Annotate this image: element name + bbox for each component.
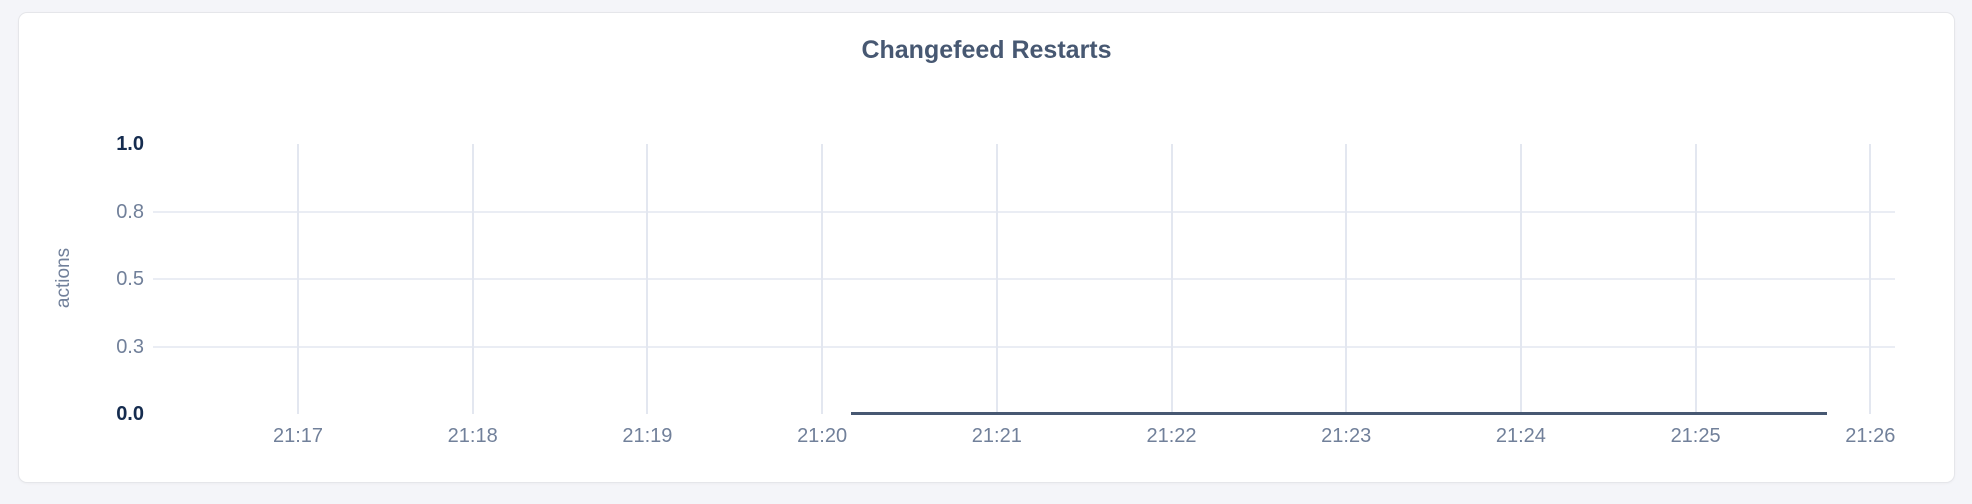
chart-card: Changefeed Restarts actions 1.0 0.8 0.5 0.3… [18,12,1955,483]
gridline-vertical [995,144,998,414]
gridline-vertical [471,144,474,414]
gridline-vertical [1694,144,1697,414]
x-tick-label: 21:25 [1670,425,1721,447]
x-tick-label: 21:26 [1845,425,1896,447]
gridline-horizontal [153,210,1895,213]
chart-plot-area[interactable]: actions 1.0 0.8 0.5 0.3 0.0 21:17 21:18 21:19 21… [19,13,1954,482]
gridline-horizontal [153,345,1895,348]
series-line [851,412,1827,415]
x-tick-label: 21:24 [1495,425,1546,447]
x-tick-label: 21:20 [797,425,848,447]
x-tick-label: 21:21 [971,425,1022,447]
gridline-vertical [821,144,824,414]
y-tick-label: 0.3 [116,335,144,358]
x-tick-label: 21:23 [1321,425,1372,447]
y-tick-label: 1.0 [116,133,144,155]
chart-title: Changefeed Restarts [861,36,1112,64]
x-tick-label: 21:22 [1146,425,1197,447]
gridline-vertical [1345,144,1348,414]
gridline-vertical [1519,144,1522,414]
gridline-vertical [1170,144,1173,414]
gridline-vertical [1869,144,1872,414]
gridline-vertical [646,144,649,414]
y-tick-label: 0.5 [116,268,144,290]
x-tick-label: 21:17 [272,425,324,447]
y-tick-label: 0.0 [116,403,144,425]
y-tick-label: 0.8 [116,200,144,223]
gridline-horizontal [153,278,1895,280]
gridline-vertical [297,144,299,414]
x-tick-label: 21:19 [622,425,673,447]
x-tick-label: 21:18 [447,425,498,447]
